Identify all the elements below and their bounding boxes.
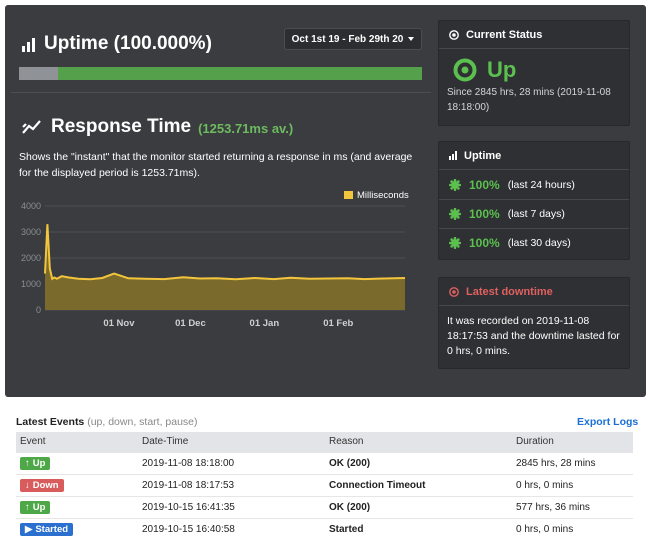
date-range-dropdown[interactable]: Oct 1st 19 - Feb 29th 20	[284, 28, 422, 50]
event-label: Up	[32, 457, 46, 469]
legend-swatch	[344, 191, 353, 199]
event-badge-started: ▶ Started	[20, 522, 74, 536]
event-label: Down	[32, 479, 59, 491]
latest-downtime-text: It was recorded on 2019-11-08 18:17:53 a…	[447, 315, 620, 357]
uptime-rows: 100% (last 24 hours) 100% (last 7 days) 100%…	[439, 170, 629, 257]
status-up-icon	[453, 58, 477, 82]
events-heading: Latest Events (up, down, start, pause)	[16, 416, 198, 428]
status-state: Up	[487, 57, 517, 82]
event-reason: OK (200)	[325, 495, 512, 518]
x-tick-label: 01 Jan	[250, 318, 280, 329]
uptime-progress-bar	[19, 67, 422, 80]
progress-no-data-segment	[19, 67, 59, 80]
events-header-row: Event Date-Time Reason Duration	[16, 432, 633, 452]
uptime-row: 100% (last 30 days)	[439, 228, 629, 257]
column-header-datetime: Date-Time	[138, 432, 325, 452]
event-badge-up: ↑ Up	[20, 456, 51, 470]
uptime-heading: Uptime (100.000%)	[22, 33, 212, 55]
event-badge-down: ↓ Down	[20, 478, 64, 492]
event-label: Up	[32, 501, 46, 513]
play-icon: ▶	[25, 523, 33, 535]
response-time-title: Response Time	[51, 116, 192, 137]
dot-circle-icon	[449, 29, 459, 40]
y-tick-label: 3000	[21, 227, 41, 237]
event-label: Started	[35, 523, 69, 535]
arrow-up-icon: ↑	[25, 457, 30, 469]
date-range-label: Oct 1st 19 - Feb 29th 20	[291, 33, 404, 45]
uptime-period: (last 7 days)	[507, 208, 565, 220]
column-header-reason: Reason	[325, 432, 512, 452]
y-tick-label: 4000	[21, 201, 41, 211]
arrow-down-icon: ↓	[25, 479, 30, 491]
series-line-milliseconds	[44, 224, 406, 281]
current-status-card: Current Status Up Since 2845 hrs, 28 min…	[438, 20, 630, 126]
y-tick-label: 1000	[21, 279, 41, 289]
y-tick-label: 2000	[21, 253, 41, 263]
event-reason: Connection Timeout	[325, 473, 512, 496]
event-datetime: 2019-10-15 16:40:58	[138, 517, 325, 540]
uptime-percent: 100%	[469, 236, 500, 250]
event-duration: 2845 hrs, 28 mins	[512, 451, 633, 474]
event-duration: 0 hrs, 0 mins	[512, 473, 633, 496]
latest-downtime-title: Latest downtime	[466, 285, 553, 298]
response-time-heading: Response Time (1253.71ms av.)	[22, 116, 293, 138]
latest-downtime-card: Latest downtime It was recorded on 2019-…	[438, 277, 630, 369]
bar-chart-icon	[449, 151, 457, 160]
dot-circle-icon	[449, 286, 459, 297]
uptime-title-text: Uptime (100.000%)	[44, 33, 212, 54]
event-reason: Started	[325, 517, 512, 540]
table-row: ↑ Up 2019-11-08 18:18:00 OK (200) 2845 hr…	[16, 451, 633, 474]
bar-chart-icon	[22, 37, 35, 52]
divider	[11, 92, 431, 93]
events-table: Event Date-Time Reason Duration ↑ Up 2019…	[16, 432, 633, 540]
uptime-row: 100% (last 24 hours)	[439, 170, 629, 199]
latest-downtime-header: Latest downtime	[439, 278, 629, 306]
table-row: ↑ Up 2019-10-15 16:41:35 OK (200) 577 hrs…	[16, 495, 633, 518]
events-title: Latest Events	[16, 416, 85, 428]
series-area-milliseconds	[45, 224, 405, 310]
arrow-up-icon: ↑	[25, 501, 30, 513]
column-header-duration: Duration	[512, 432, 633, 452]
events-hint: (up, down, start, pause)	[87, 416, 198, 428]
table-row: ↓ Down 2019-11-08 18:17:53 Connection Tim…	[16, 473, 633, 496]
event-badge-up: ↑ Up	[20, 500, 51, 514]
gear-badge-icon	[449, 208, 461, 220]
event-datetime: 2019-11-08 18:17:53	[138, 473, 325, 496]
uptime-percent: 100%	[469, 177, 500, 192]
event-duration: 0 hrs, 0 mins	[512, 517, 633, 540]
column-header-event: Event	[16, 432, 138, 452]
y-tick-label: 0	[36, 305, 41, 315]
caret-down-icon	[408, 37, 415, 41]
legend-label: Milliseconds	[357, 190, 409, 201]
uptime-card: Uptime 100% (last 24 hours) 100% (last 7 da…	[438, 141, 630, 260]
event-reason: OK (200)	[325, 451, 512, 474]
uptime-card-header: Uptime	[439, 142, 629, 170]
gear-badge-icon	[449, 178, 461, 191]
status-indicator: Up	[439, 49, 629, 83]
table-row: ▶ Started 2019-10-15 16:40:58 Started 0 h…	[16, 517, 633, 540]
event-datetime: 2019-11-08 18:18:00	[138, 451, 325, 474]
uptime-row: 100% (last 7 days)	[439, 199, 629, 228]
x-tick-label: 01 Dec	[175, 318, 206, 329]
event-datetime: 2019-10-15 16:41:35	[138, 495, 325, 518]
uptime-period: (last 30 days)	[507, 237, 571, 249]
x-tick-label: 01 Nov	[103, 318, 135, 329]
response-time-average: (1253.71ms av.)	[198, 121, 294, 136]
gear-badge-icon	[449, 237, 461, 249]
uptime-card-title: Uptime	[464, 149, 502, 162]
current-status-title: Current Status	[466, 28, 543, 41]
x-tick-label: 01 Feb	[323, 318, 353, 329]
trend-line-icon	[22, 120, 41, 134]
uptime-percent: 100%	[469, 207, 500, 221]
uptime-period: (last 24 hours)	[507, 178, 575, 191]
response-time-chart: 0 1000 2000 3000 4000 01 Nov 01 Dec 01 Jan 01 Fe…	[21, 190, 409, 329]
event-duration: 577 hrs, 36 mins	[512, 495, 633, 518]
export-logs-link[interactable]: Export Logs	[577, 416, 639, 428]
current-status-header: Current Status	[439, 21, 629, 49]
status-since: Since 2845 hrs, 28 mins (2019-11-08 18:1…	[447, 87, 611, 113]
response-time-description: Shows the "instant" that the monitor sta…	[19, 151, 413, 179]
